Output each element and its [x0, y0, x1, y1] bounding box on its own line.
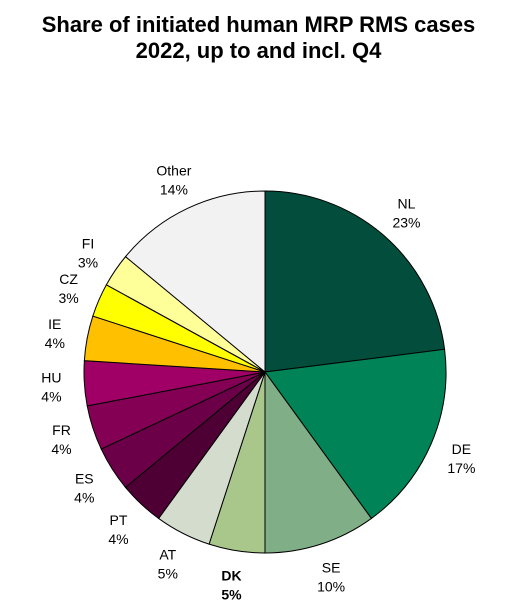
pie-slice-nl — [264, 190, 446, 373]
pie-value-label-de: 17% — [447, 460, 475, 476]
pie-label-de: DE — [452, 441, 471, 457]
pie-value-label-fi: 3% — [78, 255, 98, 271]
pie-label-dk: DK — [221, 567, 241, 583]
pie-slices — [83, 190, 447, 554]
pie-label-ie: IE — [48, 316, 61, 332]
pie-labels: NL23%DE17%SE10%DK5%AT5%PT4%ES4%FR4%HU4%I… — [41, 162, 475, 602]
pie-label-fr: FR — [52, 422, 71, 438]
pie-label-se: SE — [322, 560, 341, 576]
pie-label-fi: FI — [82, 236, 94, 252]
pie-value-label-pt: 4% — [108, 531, 128, 547]
pie-label-cz: CZ — [59, 271, 78, 287]
chart-title-line-2: 2022, up to and incl. Q4 — [135, 38, 382, 63]
pie-value-label-se: 10% — [317, 579, 345, 595]
pie-label-at: AT — [159, 547, 176, 563]
pie-value-label-cz: 3% — [58, 290, 78, 306]
pie-value-label-hu: 4% — [41, 388, 61, 404]
pie-value-label-fr: 4% — [51, 441, 71, 457]
pie-value-label-dk: 5% — [221, 586, 242, 602]
pie-label-nl: NL — [398, 196, 416, 212]
pie-label-es: ES — [75, 471, 94, 487]
pie-slice-other — [124, 190, 266, 374]
pie-label-hu: HU — [41, 369, 61, 385]
pie-value-label-nl: 23% — [392, 215, 420, 231]
pie-label-other: Other — [156, 162, 191, 178]
pie-value-label-at: 5% — [158, 566, 178, 582]
pie-value-label-other: 14% — [160, 181, 188, 197]
pie-value-label-ie: 4% — [45, 335, 65, 351]
pie-slice-de — [264, 348, 447, 520]
pie-value-label-es: 4% — [74, 490, 94, 506]
chart-title-line-1: Share of initiated human MRP RMS cases — [41, 12, 476, 37]
pie-slice-se — [264, 370, 373, 554]
pie-label-pt: PT — [110, 512, 128, 528]
